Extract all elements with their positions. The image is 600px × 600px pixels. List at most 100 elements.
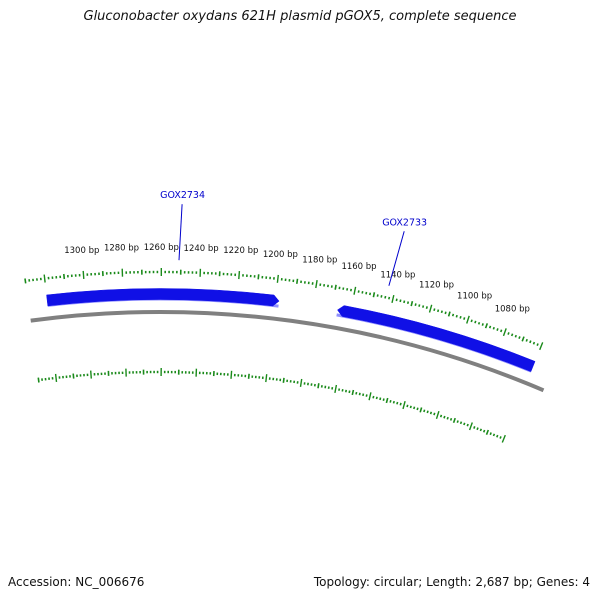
inner-tick [452, 417, 456, 424]
outer-tick [43, 274, 46, 283]
outer-tick [257, 274, 260, 280]
outer-tick [428, 304, 433, 313]
outer-tick [372, 292, 376, 298]
inner-tick [379, 397, 382, 401]
outer-tick [276, 274, 279, 283]
gene-arrow-gox2733[interactable] [337, 305, 536, 372]
inner-tick [334, 384, 338, 394]
outer-tick [391, 294, 395, 304]
inner-tick [409, 405, 412, 409]
outer-tick [425, 306, 428, 310]
outer-tick [346, 288, 349, 291]
map-title: Gluconobacter oxydans 621H plasmid pGOX5… [83, 9, 517, 24]
inner-tick [265, 374, 268, 383]
ruler-label: 1280 bp [104, 244, 139, 254]
inner-tick [463, 422, 466, 426]
inner-tick [466, 423, 469, 427]
outer-tick [532, 341, 536, 345]
outer-tick [481, 323, 484, 326]
outer-tick [500, 329, 503, 333]
outer-tick [437, 309, 440, 313]
gene-track [46, 288, 536, 373]
inner-tick [372, 395, 375, 399]
outer-tick [539, 342, 544, 351]
inner-tick [413, 406, 416, 410]
outer-tick [484, 323, 489, 329]
outer-tick [82, 270, 85, 279]
inner-tick [365, 394, 368, 397]
outer-tick [296, 278, 299, 284]
outer-tick [395, 298, 398, 302]
inner-tick [501, 434, 506, 443]
outer-tick [410, 301, 414, 307]
inner-tick [485, 429, 490, 435]
outer-tick [507, 332, 510, 335]
inner-tick [230, 370, 233, 379]
outer-tick [470, 319, 473, 323]
outer-tick [380, 295, 383, 298]
outer-tick [492, 326, 495, 330]
inner-tick [396, 401, 399, 405]
inner-tick [496, 434, 499, 438]
outer-tick [63, 273, 66, 280]
inner-tick [423, 409, 426, 413]
gene-labels: GOX2733 GOX2734 [160, 190, 427, 286]
inner-tick [426, 410, 429, 414]
gene-label-gox2734[interactable]: GOX2734 [160, 190, 205, 201]
inner-tick [439, 414, 443, 418]
inner-tick [299, 378, 303, 388]
gene-leader-line [178, 204, 183, 261]
ruler-label: 1220 bp [223, 246, 258, 256]
outer-tick [451, 313, 455, 317]
ruler-label: 1080 bp [495, 305, 530, 315]
inner-tick [479, 428, 483, 432]
inner-tick [443, 415, 446, 419]
inner-tick [355, 391, 358, 395]
inner-tick [317, 383, 320, 389]
gene-arrow-gox2734[interactable] [46, 288, 280, 307]
outer-tick [525, 338, 528, 342]
ruler-label: 1240 bp [184, 244, 219, 254]
inner-tick [406, 404, 409, 408]
outer-tick [406, 301, 410, 305]
backbone-line [30, 310, 545, 393]
inner-tick [247, 373, 250, 379]
outer-tick [459, 315, 462, 319]
backbone-highlight [30, 308, 545, 389]
inner-tick [416, 407, 419, 411]
outer-tick [361, 291, 364, 294]
outer-tick [353, 286, 357, 295]
outer-tick [365, 291, 368, 295]
inner-tick [320, 385, 323, 388]
outer-tick [315, 279, 318, 289]
inner-tick [476, 427, 479, 431]
ruler-label: 1160 bp [341, 262, 376, 272]
inner-tick [433, 412, 436, 416]
accession-text: Accession: NC_006676 [8, 575, 145, 589]
outer-tick [455, 314, 458, 318]
inner-tick [429, 411, 433, 415]
outer-tick [376, 294, 379, 297]
outer-tick [440, 310, 443, 314]
inner-tick [375, 396, 378, 400]
inner-tick [362, 393, 365, 397]
inner-tick [341, 389, 344, 392]
inner-tick [389, 400, 392, 403]
inner-tick-ring [37, 367, 506, 443]
outer-tick [369, 292, 372, 296]
ruler-label: 1260 bp [144, 243, 179, 253]
outer-tick [477, 321, 481, 325]
inner-tick [489, 432, 492, 436]
outer-tick [384, 295, 387, 299]
gene-label-gox2733[interactable]: GOX2733 [382, 217, 427, 228]
ruler-label: 1140 bp [380, 271, 415, 281]
outer-tick [357, 290, 360, 293]
outer-tick [388, 296, 391, 300]
outer-tick [418, 304, 421, 307]
outer-tick [444, 311, 447, 315]
inner-tick [392, 400, 395, 404]
inner-tick [348, 390, 351, 394]
outer-tick [403, 300, 406, 304]
inner-tick [351, 389, 355, 396]
